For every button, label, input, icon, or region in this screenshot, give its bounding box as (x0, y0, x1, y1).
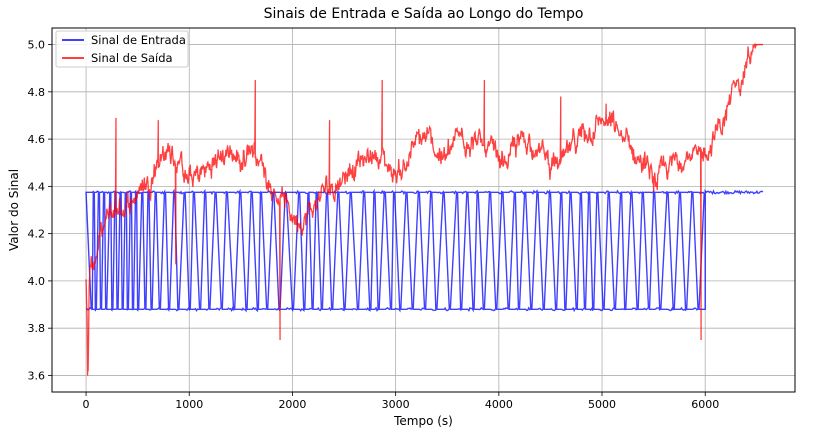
y-tick-label: 5.0 (28, 39, 46, 52)
y-tick-label: 4.4 (28, 180, 46, 193)
x-tick-label: 4000 (485, 398, 513, 411)
legend-label-saida: Sinal de Saída (91, 51, 173, 65)
y-tick-label: 3.6 (28, 369, 46, 382)
legend: Sinal de Entrada Sinal de Saída (55, 30, 189, 68)
x-tick-label: 5000 (588, 398, 616, 411)
series-layer (85, 42, 764, 376)
series-line-entrada (85, 188, 764, 313)
plot-frame (51, 27, 796, 393)
y-tick-label: 3.8 (28, 322, 46, 335)
x-tick-label: 3000 (382, 398, 410, 411)
y-tick-label: 4.2 (28, 228, 46, 241)
legend-label-entrada: Sinal de Entrada (91, 33, 186, 47)
x-tick-label: 2000 (278, 398, 306, 411)
y-tick-label: 4.6 (28, 133, 46, 146)
chart-title: Sinais de Entrada e Saída ao Longo do Te… (264, 6, 584, 22)
ticks: 0 1000 2000 3000 4000 5000 6000 3.6 3.8 4.0 4.2 4.4… (28, 39, 720, 411)
x-tick-label: 1000 (175, 398, 203, 411)
x-axis-label: Tempo (s) (393, 414, 453, 428)
y-tick-label: 4.0 (28, 275, 46, 288)
legend-box (55, 30, 189, 68)
series-line-saida (85, 42, 764, 376)
x-tick-label: 6000 (691, 398, 719, 411)
x-tick-label: 0 (83, 398, 90, 411)
y-axis-label: Valor do Sinal (7, 169, 21, 251)
y-tick-label: 4.8 (28, 86, 46, 99)
